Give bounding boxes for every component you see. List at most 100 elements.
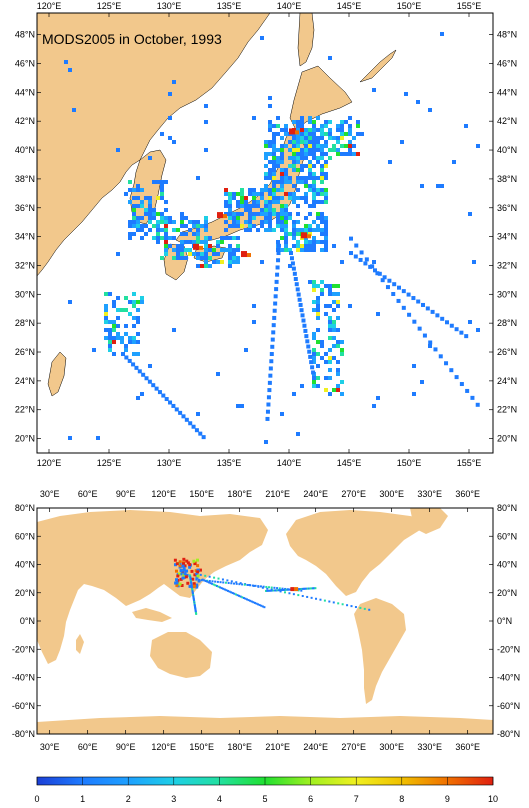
observation-cell — [297, 594, 300, 597]
colorbar-label: 1 — [80, 794, 85, 804]
observation-cell — [416, 100, 420, 104]
observation-cell — [260, 604, 263, 607]
observation-cell — [132, 204, 136, 208]
observation-cell — [296, 128, 300, 132]
observation-cell — [108, 332, 112, 336]
antarctica — [37, 716, 493, 734]
observation-cell — [332, 308, 336, 312]
observation-cell — [136, 316, 140, 320]
observation-cell — [336, 340, 340, 344]
lon-label: 90°E — [116, 489, 136, 499]
observation-cell — [238, 594, 241, 597]
observation-cell — [314, 587, 317, 590]
observation-cell — [267, 589, 270, 592]
observation-cell — [211, 580, 214, 583]
observation-cell — [132, 292, 136, 296]
observation-cell — [160, 212, 164, 216]
observation-cell — [272, 200, 276, 204]
observation-cell — [304, 587, 307, 590]
observation-cell — [296, 136, 300, 140]
observation-cell — [188, 563, 192, 567]
observation-cell — [108, 328, 112, 332]
observation-cell — [328, 600, 331, 603]
observation-cell — [124, 324, 128, 328]
observation-cell — [160, 220, 164, 224]
observation-cell — [140, 392, 144, 396]
observation-cell — [195, 578, 198, 581]
lon-label: 140°E — [277, 458, 302, 468]
lat-label: 26°N — [15, 347, 35, 357]
observation-cell — [176, 244, 180, 248]
observation-cell — [195, 585, 199, 589]
observation-cell — [116, 148, 120, 152]
lon-label: 240°E — [303, 742, 328, 752]
observation-cell — [152, 216, 156, 220]
observation-cell — [198, 431, 203, 436]
observation-cell — [276, 188, 280, 192]
observation-cell — [332, 324, 336, 328]
observation-cell — [156, 180, 160, 184]
observation-cell — [310, 365, 315, 370]
observation-cell — [316, 296, 320, 300]
observation-cell — [232, 212, 236, 216]
observation-cell — [185, 559, 189, 563]
observation-cell — [196, 264, 200, 268]
observation-cell — [269, 352, 274, 357]
observation-cell — [184, 256, 188, 260]
observation-cell — [68, 436, 72, 440]
observation-cell — [372, 404, 376, 408]
observation-cell — [216, 580, 219, 583]
observation-cell — [368, 264, 373, 269]
observation-cell — [195, 576, 199, 580]
observation-cell — [148, 156, 152, 160]
observation-cell — [340, 348, 344, 352]
observation-cell — [214, 584, 217, 587]
observation-cell — [304, 144, 308, 148]
observation-cell — [344, 132, 348, 136]
observation-cell — [148, 200, 152, 204]
observation-cell — [291, 266, 296, 271]
observation-cell — [316, 340, 320, 344]
observation-cell — [273, 589, 276, 592]
observation-cell — [234, 593, 237, 596]
observation-cell — [316, 384, 320, 388]
lon-label: 130°E — [157, 458, 182, 468]
lat-label: -20°N — [497, 644, 520, 654]
observation-cell — [196, 176, 200, 180]
observation-cell — [228, 224, 232, 228]
observation-cell — [256, 192, 260, 196]
observation-cell — [272, 212, 276, 216]
observation-cell — [444, 361, 449, 366]
observation-cell — [112, 352, 116, 356]
observation-cell — [236, 594, 239, 597]
observation-cell — [391, 292, 396, 297]
bottom-lon-labels-bottom: 30°E 60°E 90°E 120°E 150°E 180°E 210°E 240°E 270… — [40, 730, 480, 752]
observation-cell — [161, 393, 166, 398]
observation-cell — [253, 601, 256, 604]
observation-cell — [320, 232, 324, 236]
observation-cell — [132, 216, 136, 220]
observation-cell — [324, 220, 328, 224]
observation-cell — [223, 214, 227, 219]
lon-label: 90°E — [116, 742, 136, 752]
observation-cell — [232, 192, 236, 196]
observation-cell — [104, 312, 108, 316]
observation-cell — [206, 580, 209, 583]
observation-cell — [320, 200, 324, 204]
observation-cell — [299, 308, 304, 313]
observation-cell — [230, 580, 233, 583]
observation-cell — [204, 120, 208, 124]
observation-cell — [72, 108, 76, 112]
lat-label: 0°N — [497, 616, 512, 626]
observation-cell — [160, 132, 164, 136]
observation-cell — [164, 208, 168, 212]
observation-cell — [268, 220, 272, 224]
observation-cell — [156, 232, 160, 236]
observation-cell — [296, 140, 300, 144]
observation-cell — [476, 328, 480, 332]
observation-cell — [228, 248, 232, 252]
observation-cell — [124, 332, 128, 336]
observation-cell — [308, 144, 312, 148]
lat-label: 40°N — [15, 560, 35, 570]
observation-cell — [128, 220, 132, 224]
